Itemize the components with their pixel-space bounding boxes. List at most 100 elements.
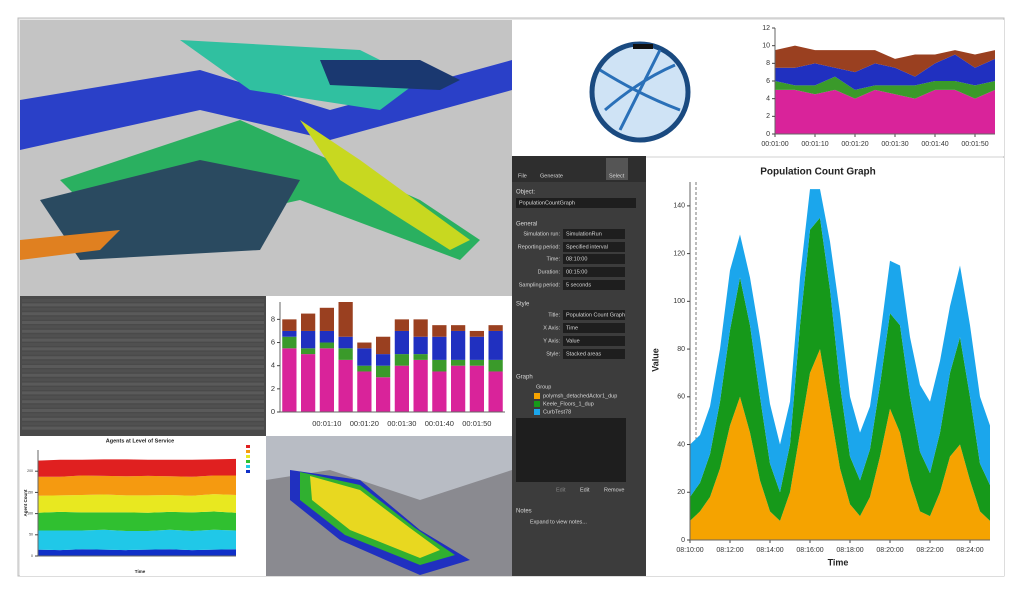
tree-icon: [534, 401, 540, 407]
bar-segment: [488, 371, 503, 412]
table-row: [22, 365, 264, 368]
field-value: SimulationRun: [566, 231, 602, 237]
y-tick-label: 100: [673, 298, 685, 305]
bar-segment: [282, 348, 297, 412]
y-tick-label: 6: [766, 78, 770, 85]
bar-segment: [319, 348, 334, 412]
field-box: [563, 349, 625, 359]
table-row: [22, 391, 264, 395]
x-tick-label: 00:01:40: [425, 419, 454, 428]
x-tick-label: 00:01:30: [387, 419, 416, 428]
table-row: [22, 387, 264, 390]
chart-title: Agents at Level of Service: [106, 438, 174, 444]
field-label: Duration:: [538, 269, 561, 275]
tree-item: Keele_Floors_1_dup: [543, 401, 594, 407]
bar-segment: [413, 359, 428, 412]
bar-segment: [282, 330, 297, 337]
bar-segment: [282, 336, 297, 349]
bar-segment: [376, 336, 391, 355]
table-row: [22, 373, 264, 377]
y-tick-label: 140: [673, 203, 685, 210]
table-row: [22, 400, 264, 404]
bar-segment: [488, 325, 503, 331]
field-value: PopulationCountGraph: [519, 200, 575, 206]
area: [38, 475, 236, 496]
table-row: [22, 321, 264, 324]
bar-segment: [319, 307, 334, 331]
button[interactable]: Remove: [604, 487, 624, 493]
y-tick-label: 10: [762, 43, 770, 50]
y-tick-label: 150: [27, 490, 33, 494]
field-box: [563, 336, 625, 346]
bar-segment: [432, 359, 447, 372]
bar-segment: [432, 325, 447, 337]
tree-item: CurbTest78: [543, 409, 571, 415]
x-axis-label: Time: [828, 557, 849, 567]
table-row: [22, 382, 264, 386]
table-row: [22, 395, 264, 399]
x-tick-label: 08:10:00: [676, 547, 703, 554]
field-box: [563, 280, 625, 290]
bar-segment: [469, 336, 484, 360]
field-label: Reporting period:: [518, 244, 561, 250]
field-label: Sampling period:: [519, 282, 561, 288]
bar-segment: [394, 330, 409, 355]
x-tick-label: 00:01:50: [462, 419, 491, 428]
field-label: Simulation run:: [523, 231, 560, 237]
tree-icon: [534, 409, 540, 415]
y-tick-label: 40: [677, 441, 685, 448]
bar-segment: [413, 319, 428, 337]
field-box: [563, 310, 625, 320]
bar-segment: [376, 354, 391, 366]
table-row: [22, 356, 264, 360]
legend-swatch: [246, 455, 250, 458]
bar-segment: [319, 342, 334, 349]
bar-segment: [301, 313, 316, 331]
bar-segment: [432, 371, 447, 412]
button[interactable]: Edit: [580, 487, 590, 493]
field-label: X Axis:: [543, 325, 560, 331]
area: [38, 529, 236, 551]
field-box: [563, 242, 625, 252]
table-row: [22, 343, 264, 346]
section-title: Notes: [516, 509, 532, 515]
y-tick-label: 200: [27, 469, 33, 473]
x-tick-label: 08:20:00: [876, 547, 903, 554]
y-tick-label: 50: [29, 533, 33, 537]
area: [775, 54, 995, 90]
table-row: [22, 307, 264, 311]
area: [775, 45, 995, 77]
field-value: 08:10:00: [566, 256, 587, 262]
y-tick-label: 20: [677, 489, 685, 496]
bar-segment: [376, 377, 391, 412]
bar-segment: [282, 319, 297, 331]
field-label: Time:: [546, 256, 560, 262]
toolbar-label: Generate: [540, 173, 563, 179]
area: [775, 76, 995, 99]
table-row: [22, 413, 264, 417]
bar-segment: [357, 365, 372, 372]
y-tick-label: 6: [271, 338, 275, 347]
bar-segment: [469, 359, 484, 366]
legend-swatch: [246, 465, 250, 468]
table-row: [22, 378, 264, 382]
y-tick-label: 0: [271, 407, 275, 416]
bar-segment: [338, 336, 353, 349]
section-title: General: [516, 222, 537, 228]
field-label: Title:: [548, 312, 560, 318]
x-tick-label: 08:14:00: [756, 547, 783, 554]
button[interactable]: Edit: [556, 487, 566, 493]
table-row: [22, 404, 264, 408]
field-value: Stacked areas: [566, 351, 601, 357]
y-tick-label: 0: [31, 554, 33, 558]
x-tick-label: 08:18:00: [836, 547, 863, 554]
table-row: [22, 417, 264, 421]
area: [38, 511, 236, 531]
table-row: [22, 426, 264, 430]
bar-segment: [451, 330, 466, 360]
chart-title: Population Count Graph: [760, 167, 876, 178]
bar-segment: [451, 325, 466, 331]
tree-icon: [534, 393, 540, 399]
